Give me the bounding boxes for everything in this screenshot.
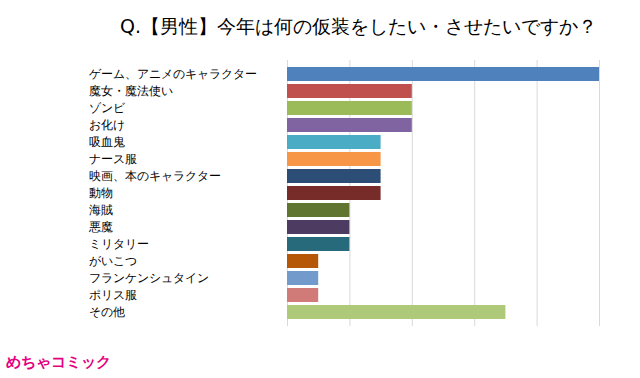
svg-text:映画、本のキャラクター: 映画、本のキャラクター [89,169,221,183]
svg-text:魔女・魔法使い: 魔女・魔法使い [89,84,173,98]
svg-text:ポリス服: ポリス服 [89,288,137,302]
svg-text:海賊: 海賊 [89,203,113,217]
svg-text:ナース服: ナース服 [89,152,137,166]
svg-text:ミリタリー: ミリタリー [89,237,149,251]
svg-text:ゾンビ: ゾンビ [89,101,126,115]
svg-text:動物: 動物 [89,186,113,200]
svg-text:フランケンシュタイン: フランケンシュタイン [89,271,209,285]
html-text:めちゃコミック: めちゃコミック [6,353,111,371]
html-text:Q.【男性】今年は何の仮装をしたい・させたいですか？: Q.【男性】今年は何の仮装をしたい・させたいですか？ [120,15,597,37]
svg-text:お化け: お化け [89,118,125,132]
svg-text:その他: その他 [89,305,125,319]
svg-text:がいこつ: がいこつ [89,254,137,268]
svg-text:悪魔: 悪魔 [88,220,113,234]
svg-text:ゲーム、アニメのキャラクター: ゲーム、アニメのキャラクター [89,67,257,81]
svg-text:吸血鬼: 吸血鬼 [89,135,125,149]
